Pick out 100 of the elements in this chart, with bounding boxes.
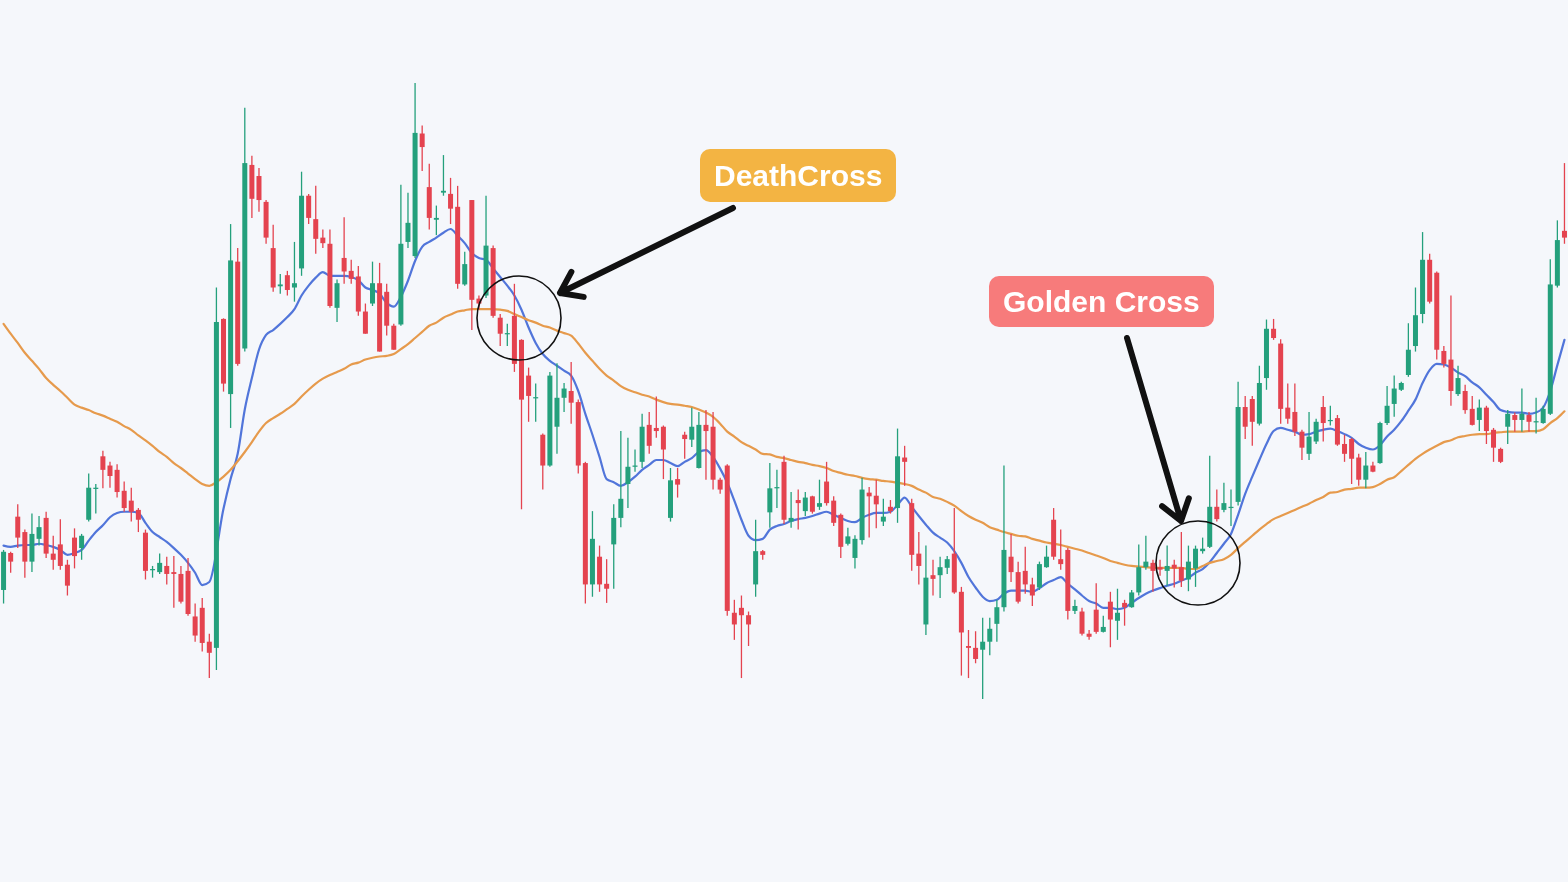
candlestick xyxy=(433,204,439,236)
candlestick xyxy=(646,411,652,455)
candlestick xyxy=(405,192,411,249)
candlestick xyxy=(114,463,120,499)
candlestick xyxy=(1384,385,1390,426)
candlestick xyxy=(1342,434,1348,463)
candlestick xyxy=(1193,544,1199,588)
candlestick xyxy=(64,559,70,597)
candlestick xyxy=(497,313,503,347)
candlestick xyxy=(121,480,127,513)
candlestick xyxy=(916,531,922,586)
candlestick xyxy=(1462,384,1468,415)
candlestick xyxy=(306,193,312,225)
candlestick xyxy=(440,154,446,197)
candlestick xyxy=(987,617,993,656)
candlestick xyxy=(1469,395,1475,427)
candlestick xyxy=(1391,374,1397,418)
candlestick xyxy=(1072,599,1078,615)
annotation: Golden Cross xyxy=(989,276,1214,327)
candlestick xyxy=(618,430,624,528)
candlestick xyxy=(1036,560,1042,591)
candlestick xyxy=(873,479,879,530)
candlestick xyxy=(1122,599,1128,627)
candlestick xyxy=(1029,577,1035,607)
candlestick xyxy=(703,409,709,481)
candlestick xyxy=(1519,387,1525,433)
candlestick xyxy=(341,216,347,285)
candlestick xyxy=(1306,411,1312,461)
candlestick xyxy=(277,273,283,295)
candlestick xyxy=(1058,528,1064,571)
candlestick xyxy=(1008,533,1014,583)
candlestick xyxy=(15,503,21,549)
candlestick xyxy=(653,395,659,439)
candlestick xyxy=(1526,411,1532,433)
candlestick xyxy=(1356,453,1362,487)
candlestick xyxy=(1349,437,1355,485)
candlestick xyxy=(1093,582,1099,635)
candlestick xyxy=(1285,382,1291,425)
candlestick xyxy=(462,251,468,287)
candlestick xyxy=(824,461,830,507)
candlestick xyxy=(1491,427,1497,463)
candlestick xyxy=(1114,588,1120,641)
candlestick xyxy=(1299,429,1305,461)
candlestick xyxy=(284,270,290,297)
candlestick xyxy=(731,599,737,641)
candlestick xyxy=(1214,488,1220,523)
candlestick xyxy=(291,241,297,303)
candlestick xyxy=(1178,531,1184,588)
candlestick xyxy=(1292,382,1298,437)
candlestick xyxy=(675,467,681,499)
candlestick xyxy=(1185,544,1191,592)
candlestick xyxy=(206,633,212,679)
candlestick xyxy=(1476,398,1482,432)
candlestick xyxy=(526,366,532,423)
candlestick xyxy=(171,555,177,609)
candlestick xyxy=(973,630,979,664)
candlestick xyxy=(1313,418,1319,445)
candlestick xyxy=(994,599,1000,643)
candlestick xyxy=(802,491,808,517)
candlestick xyxy=(1363,451,1369,489)
candlestick xyxy=(57,518,63,571)
candlestick xyxy=(1320,395,1326,443)
candlestick xyxy=(965,629,971,679)
candlestick xyxy=(1249,395,1255,447)
candlestick xyxy=(902,445,908,487)
candlestick xyxy=(1079,607,1085,637)
candlestick xyxy=(561,382,567,413)
candlestick xyxy=(1221,482,1227,513)
candlestick xyxy=(568,361,574,425)
candlestick xyxy=(1086,629,1092,641)
candlestick xyxy=(192,602,198,643)
candlestick xyxy=(370,260,376,307)
candlestick xyxy=(880,498,886,527)
candlestick xyxy=(348,259,354,285)
candlestick xyxy=(852,534,858,570)
candlestick xyxy=(135,507,141,533)
candlestick xyxy=(604,558,610,604)
candlestick xyxy=(107,461,113,489)
candlestick xyxy=(1022,546,1028,595)
candlestick xyxy=(689,406,695,448)
candlestick xyxy=(448,177,454,225)
candlestick xyxy=(157,552,163,575)
candlestick xyxy=(419,124,425,172)
candlestick xyxy=(1150,559,1156,593)
candlestick xyxy=(313,185,319,255)
candlestick xyxy=(682,431,688,460)
candlestick xyxy=(1107,591,1113,648)
candlestick xyxy=(164,556,170,586)
candlestick xyxy=(128,487,134,523)
candlestick xyxy=(1455,365,1461,397)
candlestick xyxy=(36,515,42,547)
candlestick xyxy=(1271,318,1277,341)
candlestick xyxy=(625,437,631,509)
candlestick xyxy=(788,491,794,529)
candlestick xyxy=(738,594,744,679)
candlestick xyxy=(831,495,837,527)
annotation: DeathCross xyxy=(700,149,897,202)
candlestick xyxy=(937,556,943,599)
candlestick xyxy=(1441,345,1447,369)
candlestick xyxy=(1561,162,1567,245)
